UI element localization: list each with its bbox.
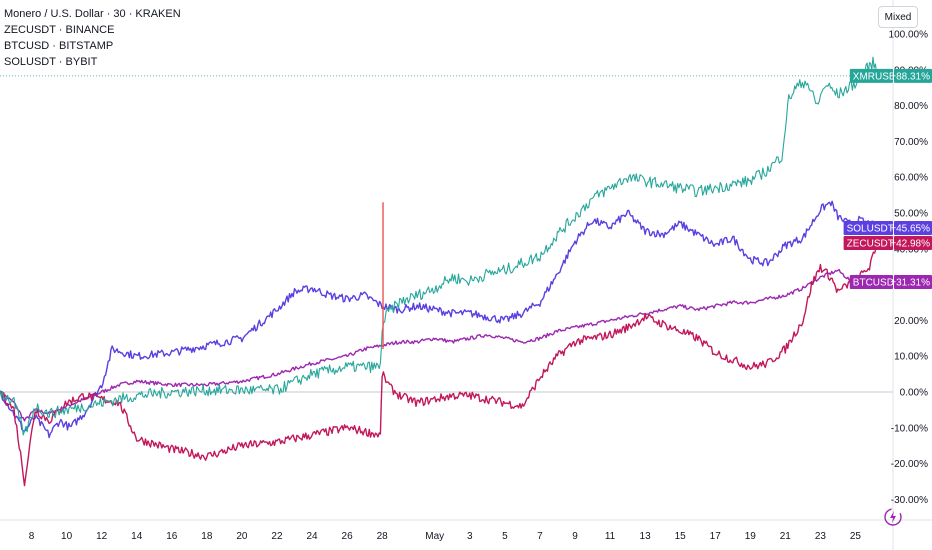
x-tick-label: 26	[342, 531, 354, 542]
legend-main-symbol[interactable]: Monero / U.S. Dollar · 30 · KRAKEN	[4, 8, 181, 20]
x-tick-label: 13	[640, 531, 652, 542]
scale-mode-button[interactable]: Mixed	[878, 6, 918, 28]
x-tick-label: 14	[131, 531, 143, 542]
series-line-xmrusd	[0, 56, 881, 436]
y-tick-label: 60.00%	[894, 173, 928, 184]
x-tick-label: 24	[306, 531, 318, 542]
tag-value-box	[894, 275, 932, 289]
series-line-btcusd	[0, 268, 881, 422]
x-tick-label: 9	[572, 531, 578, 542]
y-tick-label: -10.00%	[891, 423, 928, 434]
x-tick-label: 17	[710, 531, 722, 542]
x-tick-label: 10	[61, 531, 73, 542]
y-tick-label: 100.00%	[889, 30, 929, 41]
x-tick-label: 28	[377, 531, 389, 542]
tag-symbol-text: XMRUSD	[853, 71, 896, 82]
tag-value-text: +31.31%	[890, 278, 930, 289]
x-tick-label: 21	[780, 531, 792, 542]
y-tick-label: -30.00%	[891, 495, 928, 506]
legend-compare-btc[interactable]: BTCUSD · BITSTAMP	[4, 40, 114, 52]
plot-area[interactable]	[0, 56, 893, 487]
x-tick-label: 15	[675, 531, 687, 542]
x-tick-label: 20	[236, 531, 248, 542]
y-tick-label: 70.00%	[894, 137, 928, 148]
last-value-tags: XMRUSD+88.31%SOLUSDT+45.65%ZECUSDT+42.98…	[843, 68, 932, 289]
tag-value-box	[894, 236, 932, 250]
x-tick-label: 12	[96, 531, 108, 542]
y-tick-label: 50.00%	[894, 209, 928, 220]
tag-symbol-box	[843, 221, 893, 235]
y-tick-label: 20.00%	[894, 316, 928, 327]
last-value-tag-btcusd: BTCUSD+31.31%	[849, 275, 932, 289]
y-tick-label: -20.00%	[891, 459, 928, 470]
y-tick-label: 80.00%	[894, 101, 928, 112]
legend-compare-zec[interactable]: ZECUSDT · BINANCE	[4, 24, 115, 36]
tag-value-text: +45.65%	[890, 224, 930, 235]
tag-value-box	[894, 68, 932, 83]
legend-compare-sol[interactable]: SOLUSDT · BYBIT	[4, 56, 98, 68]
x-tick-label: 5	[502, 531, 508, 542]
time-scale[interactable]: 8 10 12 14 16 18 20 22 24 26 28 May 3 5 7 9 11 13 15 17 19 21…	[0, 519, 932, 542]
lightning-icon[interactable]	[884, 508, 902, 526]
x-tick-label: 11	[605, 531, 616, 542]
y-tick-label: 10.00%	[894, 352, 928, 363]
series-line-zecusdt	[0, 237, 881, 487]
x-tick-label: 19	[745, 531, 757, 542]
x-tick-label: May	[425, 531, 444, 542]
x-tick-label: 16	[166, 531, 178, 542]
series-line-solusdt	[0, 200, 881, 439]
tag-symbol-box	[849, 68, 893, 83]
tag-symbol-text: ZECUSDT	[847, 239, 894, 250]
last-value-tag-zecusdt: ZECUSDT+42.98%	[843, 236, 932, 250]
tag-symbol-box	[849, 275, 893, 289]
tag-symbol-box	[843, 236, 893, 250]
tag-value-text: +88.31%	[890, 71, 930, 82]
series-legend: Monero / U.S. Dollar · 30 · KRAKEN ZECUS…	[4, 6, 181, 70]
tag-value-text: +42.98%	[890, 239, 930, 250]
x-tick-label: 23	[815, 531, 827, 542]
tag-symbol-text: SOLUSDT	[847, 224, 894, 235]
tag-symbol-text: BTCUSD	[853, 278, 894, 289]
x-tick-label: 8	[29, 531, 35, 542]
last-value-tag-xmrusd: XMRUSD+88.31%	[849, 68, 932, 83]
x-tick-label: 7	[537, 531, 543, 542]
x-tick-label: 22	[271, 531, 283, 542]
x-tick-label: 25	[850, 531, 862, 542]
x-tick-label: 3	[467, 531, 473, 542]
tag-value-box	[894, 221, 932, 235]
x-tick-label: 18	[201, 531, 213, 542]
y-tick-label: 0.00%	[900, 388, 928, 399]
last-value-tag-solusdt: SOLUSDT+45.65%	[843, 221, 932, 235]
